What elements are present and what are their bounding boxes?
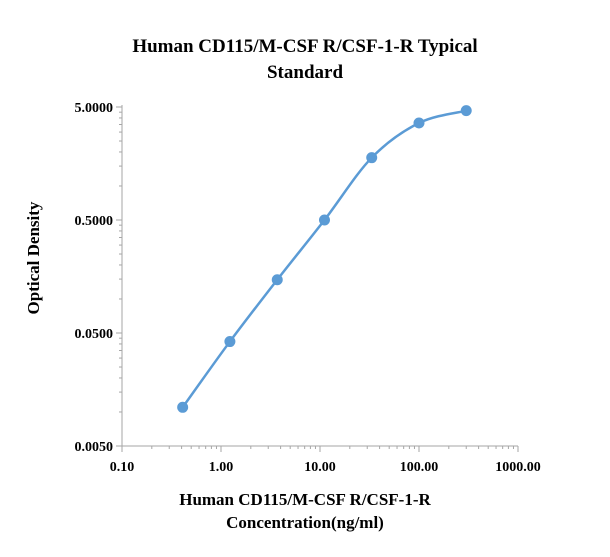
data-point — [318, 214, 330, 226]
data-point — [460, 105, 472, 117]
chart-title-line-2: Standard — [266, 62, 344, 83]
y-tick-label: 0.0500 — [75, 327, 114, 342]
series-line — [181, 109, 467, 409]
x-axis-label-line-1: Human CD115/M-CSF R/CSF-1-R — [179, 490, 431, 509]
x-tick-label: 100.00 — [400, 460, 439, 475]
x-tick-label: 0.10 — [110, 460, 135, 475]
y-tick-label: 5.0000 — [75, 101, 114, 116]
y-axis-label: Optical Density — [24, 201, 43, 315]
y-tick-label: 0.0050 — [75, 440, 114, 455]
data-point — [224, 336, 236, 348]
x-tick-label: 1.00 — [209, 460, 234, 475]
chart-title-line-1: Human CD115/M-CSF R/CSF-1-R Typical — [132, 36, 478, 57]
x-axis-label-line-2: Concentration(ng/ml) — [226, 513, 384, 532]
data-point — [413, 117, 425, 129]
data-point — [177, 401, 189, 413]
data-point — [366, 152, 378, 164]
y-tick-label: 0.5000 — [75, 214, 114, 229]
x-tick-label: 10.00 — [304, 460, 336, 475]
data-point — [271, 274, 283, 286]
x-tick-label: 1000.00 — [495, 460, 541, 475]
